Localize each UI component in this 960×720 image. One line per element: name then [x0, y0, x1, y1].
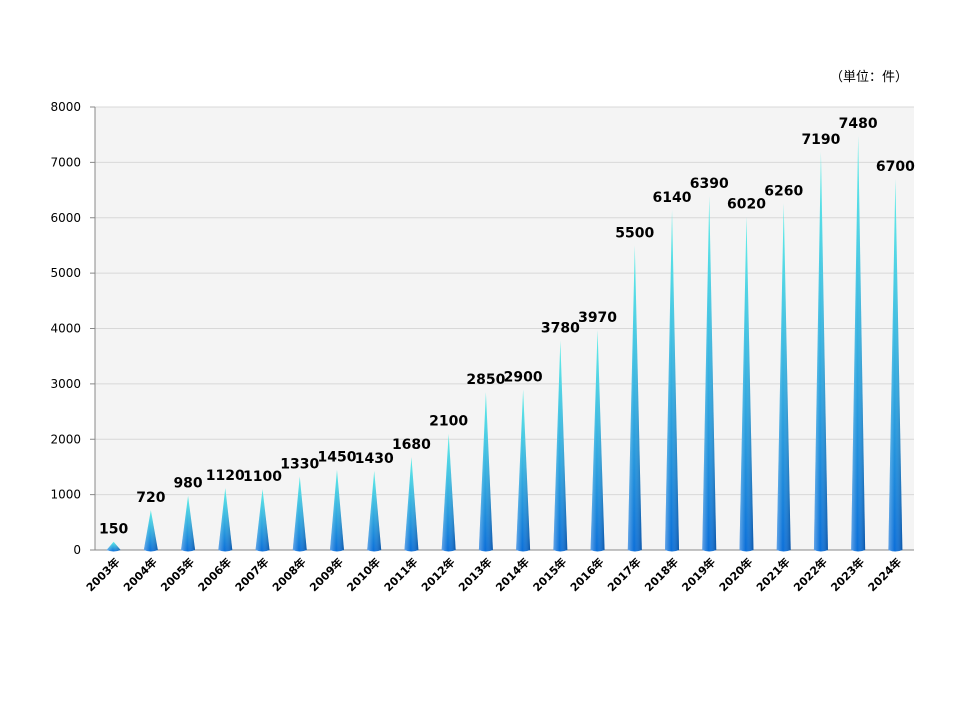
data-label: 1680	[392, 437, 431, 453]
bar	[106, 541, 121, 552]
y-tick-label: 6000	[50, 211, 81, 225]
data-label: 720	[136, 490, 165, 506]
data-label: 6260	[764, 183, 803, 199]
bar	[665, 209, 680, 552]
bar	[888, 178, 903, 552]
data-label: 980	[173, 476, 202, 492]
x-tick-label: 2023年	[828, 555, 867, 594]
y-axis-ticks: 0 1000 2000 3000 4000 5000 6000 7000 8000	[50, 100, 95, 557]
y-tick-label: 2000	[50, 432, 81, 446]
gridlines	[95, 106, 914, 496]
data-label: 150	[99, 522, 128, 538]
bar	[367, 470, 382, 552]
x-tick-label: 2006年	[195, 555, 234, 594]
data-label: 6390	[690, 176, 729, 192]
x-tick-label: 2017年	[604, 555, 643, 594]
bar	[143, 510, 158, 552]
data-label: 5500	[615, 225, 654, 241]
data-label: 6700	[876, 159, 915, 175]
bar	[441, 433, 456, 552]
bar	[255, 489, 270, 552]
bar	[813, 151, 828, 552]
x-tick-label: 2015年	[530, 555, 569, 594]
x-tick-label: 2013年	[455, 555, 494, 594]
data-label: 2100	[429, 414, 468, 430]
data-label: 1330	[280, 456, 319, 472]
x-tick-label: 2004年	[120, 555, 159, 594]
x-tick-label: 2014年	[493, 555, 532, 594]
bar	[292, 476, 307, 552]
data-label: 3970	[578, 310, 617, 326]
x-tick-label: 2005年	[158, 555, 197, 594]
bar	[590, 330, 605, 552]
x-tick-label: 2024年	[865, 555, 904, 594]
y-tick-label: 5000	[50, 266, 81, 280]
bars	[106, 135, 903, 552]
bar	[776, 203, 791, 552]
data-label: 2900	[504, 369, 543, 385]
bar	[851, 135, 866, 552]
x-tick-label: 2010年	[344, 555, 383, 594]
x-tick-label: 2022年	[790, 555, 829, 594]
y-tick-label: 1000	[50, 488, 81, 502]
data-label: 7190	[801, 132, 840, 148]
bar	[739, 216, 754, 552]
data-label: 1100	[243, 469, 282, 485]
bar	[329, 469, 344, 552]
y-tick-label: 4000	[50, 322, 81, 336]
x-tick-label: 2008年	[269, 555, 308, 594]
y-tick-label: 7000	[50, 155, 81, 169]
x-tick-label: 2016年	[567, 555, 606, 594]
data-label: 1430	[355, 451, 394, 467]
x-tick-label: 2021年	[753, 555, 792, 594]
y-tick-label: 8000	[50, 100, 81, 114]
x-tick-label: 2007年	[232, 555, 271, 594]
x-tick-label: 2011年	[381, 555, 420, 594]
x-tick-label: 2020年	[716, 555, 755, 594]
unit-label: （単位：件）	[830, 70, 909, 85]
bar	[478, 392, 493, 552]
y-tick-label: 3000	[50, 377, 81, 391]
bar	[553, 340, 568, 552]
data-label: 1120	[206, 468, 245, 484]
x-axis-ticks: 2003年2004年2005年2006年2007年2008年2009年2010年…	[83, 555, 904, 594]
bar	[404, 456, 419, 552]
y-tick-label: 0	[73, 543, 81, 557]
bar	[627, 245, 642, 552]
x-tick-label: 2003年	[83, 555, 122, 594]
data-label: 7480	[839, 116, 878, 132]
bar	[181, 495, 196, 552]
data-label: 6140	[653, 190, 692, 206]
data-label: 1450	[317, 450, 356, 466]
x-tick-label: 2019年	[679, 555, 718, 594]
x-tick-label: 2018年	[642, 555, 681, 594]
data-label: 2850	[466, 372, 505, 388]
data-label: 3780	[541, 321, 580, 337]
bar	[516, 389, 531, 552]
bar	[702, 196, 717, 552]
x-tick-label: 2012年	[418, 555, 457, 594]
data-label: 6020	[727, 197, 766, 213]
bar	[218, 487, 233, 552]
x-tick-label: 2009年	[306, 555, 345, 594]
